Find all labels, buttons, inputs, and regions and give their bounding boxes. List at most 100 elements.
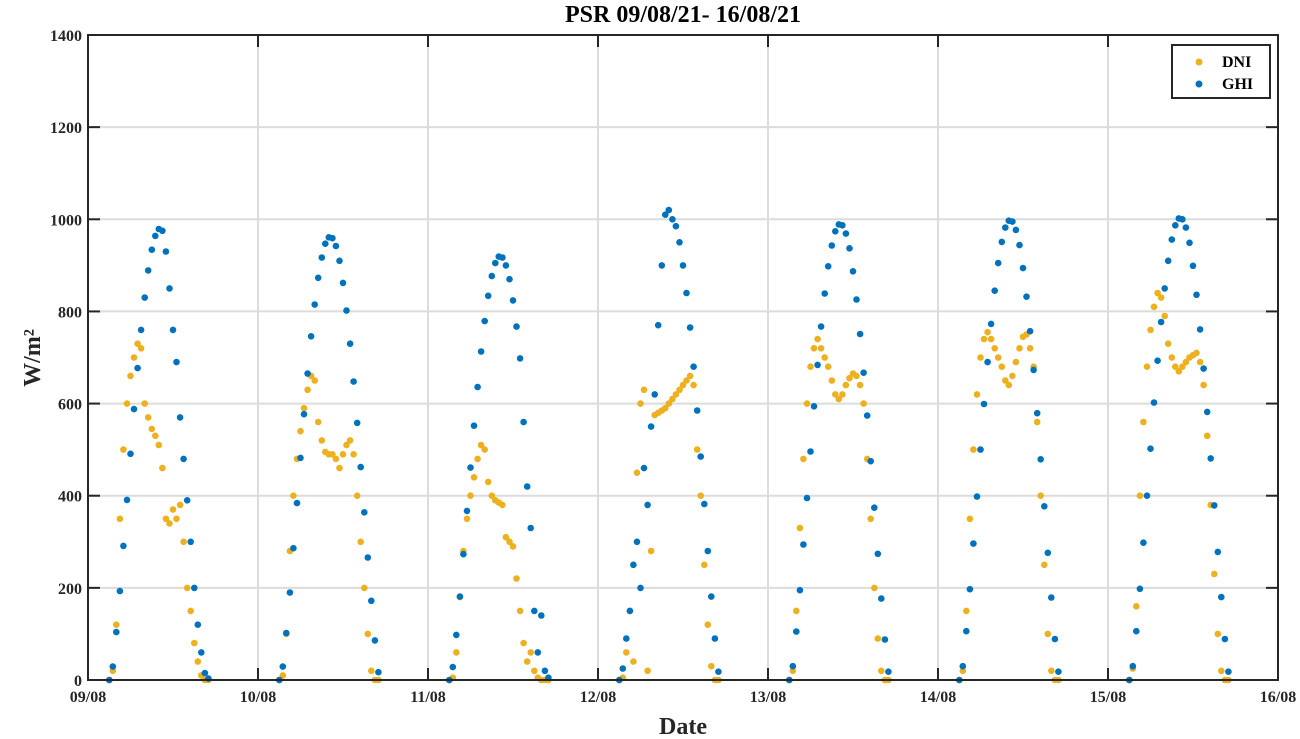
data-point-ghi bbox=[665, 206, 673, 214]
plot-background bbox=[88, 35, 1278, 680]
data-point-ghi bbox=[350, 378, 357, 385]
data-point-dni bbox=[499, 501, 506, 509]
data-point-dni bbox=[835, 395, 843, 403]
data-point-ghi bbox=[793, 628, 800, 635]
data-point-dni bbox=[708, 662, 715, 670]
data-point-dni bbox=[701, 561, 708, 569]
data-point-ghi bbox=[357, 463, 365, 471]
data-point-ghi bbox=[509, 297, 517, 304]
data-point-ghi bbox=[332, 242, 340, 250]
data-point-ghi bbox=[516, 355, 524, 362]
data-point-ghi bbox=[1164, 257, 1172, 265]
data-point-ghi bbox=[343, 307, 350, 314]
data-point-ghi bbox=[1221, 635, 1229, 643]
data-point-ghi bbox=[311, 301, 319, 308]
data-point-dni bbox=[1005, 381, 1013, 389]
data-point-dni bbox=[672, 391, 680, 398]
grid bbox=[88, 35, 1278, 680]
data-point-dni bbox=[516, 607, 524, 615]
data-point-dni bbox=[1048, 667, 1055, 675]
data-point-ghi bbox=[286, 589, 294, 596]
data-point-ghi bbox=[513, 323, 520, 330]
data-point-dni bbox=[1200, 381, 1207, 389]
data-point-ghi bbox=[693, 407, 701, 414]
data-point-ghi bbox=[824, 263, 832, 270]
data-point-dni bbox=[318, 437, 326, 444]
data-point-ghi bbox=[800, 541, 807, 548]
data-point-ghi bbox=[658, 262, 666, 269]
data-point-dni bbox=[297, 427, 304, 435]
data-point-ghi bbox=[134, 364, 141, 372]
data-point-dni bbox=[984, 328, 991, 336]
data-point-ghi bbox=[842, 230, 850, 237]
data-point-dni bbox=[867, 515, 874, 523]
data-point-dni bbox=[357, 538, 365, 546]
data-point-ghi bbox=[839, 222, 846, 229]
data-point-dni bbox=[970, 446, 977, 453]
data-point-dni bbox=[1009, 372, 1016, 380]
data-point-dni bbox=[1143, 363, 1151, 371]
data-point-dni bbox=[488, 492, 496, 500]
data-point-ghi bbox=[860, 369, 867, 377]
data-point-ghi bbox=[1200, 365, 1207, 372]
data-point-ghi bbox=[290, 544, 297, 552]
data-point-ghi bbox=[314, 274, 322, 282]
data-point-ghi bbox=[1154, 357, 1161, 365]
data-point-ghi bbox=[878, 595, 885, 602]
data-point-ghi bbox=[683, 289, 690, 297]
data-point-dni bbox=[1044, 630, 1052, 638]
data-point-ghi bbox=[1161, 285, 1168, 292]
data-point-ghi bbox=[523, 483, 531, 490]
data-point-dni bbox=[832, 391, 839, 398]
data-point-dni bbox=[343, 441, 350, 449]
data-point-dni bbox=[1154, 289, 1161, 297]
data-point-dni bbox=[1016, 345, 1023, 352]
x-tick-label: 14/08 bbox=[920, 689, 956, 706]
data-point-ghi bbox=[538, 612, 545, 619]
data-point-ghi bbox=[113, 628, 120, 636]
data-point-dni bbox=[1168, 354, 1176, 361]
data-point-dni bbox=[644, 667, 651, 675]
data-point-ghi bbox=[1048, 594, 1055, 601]
data-point-dni bbox=[793, 607, 800, 615]
data-point-ghi bbox=[361, 509, 368, 516]
y-tick-label: 1200 bbox=[50, 120, 82, 137]
data-point-ghi bbox=[463, 507, 471, 515]
data-point-ghi bbox=[669, 216, 676, 223]
data-point-ghi bbox=[637, 584, 644, 592]
data-point-dni bbox=[144, 414, 152, 421]
data-point-dni bbox=[470, 474, 478, 481]
data-point-ghi bbox=[1023, 293, 1030, 301]
data-point-ghi bbox=[867, 457, 874, 465]
data-point-ghi bbox=[368, 597, 375, 605]
data-point-dni bbox=[878, 667, 885, 675]
data-point-dni bbox=[520, 639, 527, 647]
data-point-dni bbox=[130, 354, 138, 361]
data-point-ghi bbox=[371, 637, 379, 644]
data-point-ghi bbox=[141, 294, 148, 301]
data-point-dni bbox=[980, 335, 988, 343]
data-point-dni bbox=[1161, 312, 1168, 320]
data-point-ghi bbox=[144, 267, 152, 274]
y-tick-label: 200 bbox=[58, 581, 82, 598]
data-point-ghi bbox=[481, 317, 489, 325]
data-point-dni bbox=[1041, 561, 1048, 569]
data-point-dni bbox=[1037, 492, 1044, 500]
data-point-ghi bbox=[1207, 455, 1214, 462]
data-point-ghi bbox=[963, 627, 970, 635]
data-point-ghi bbox=[329, 234, 336, 242]
data-point-dni bbox=[1193, 349, 1200, 357]
data-point-ghi bbox=[1033, 409, 1041, 417]
data-point-dni bbox=[814, 335, 821, 343]
data-point-dni bbox=[169, 506, 177, 513]
data-point-dni bbox=[137, 345, 145, 352]
data-point-ghi bbox=[708, 593, 715, 600]
data-point-ghi bbox=[467, 464, 474, 471]
data-point-dni bbox=[467, 492, 474, 500]
data-point-ghi bbox=[984, 358, 991, 366]
data-point-ghi bbox=[460, 550, 467, 558]
data-point-dni bbox=[166, 520, 173, 527]
data-point-dni bbox=[998, 363, 1006, 371]
data-point-ghi bbox=[885, 668, 892, 675]
data-point-dni bbox=[513, 575, 520, 582]
